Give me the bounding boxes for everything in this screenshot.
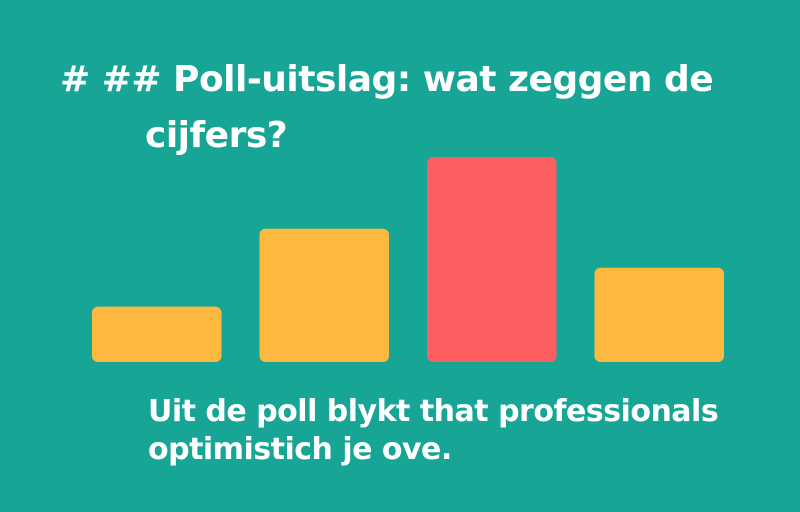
bar [259,228,389,362]
bar [427,157,557,362]
caption: Uit de poll blykt that professionals opt… [148,394,719,467]
bar [92,306,222,362]
chart-title: # ## Poll-uitslag: wat zeggen de cijfers… [60,59,714,156]
bar [594,267,724,362]
